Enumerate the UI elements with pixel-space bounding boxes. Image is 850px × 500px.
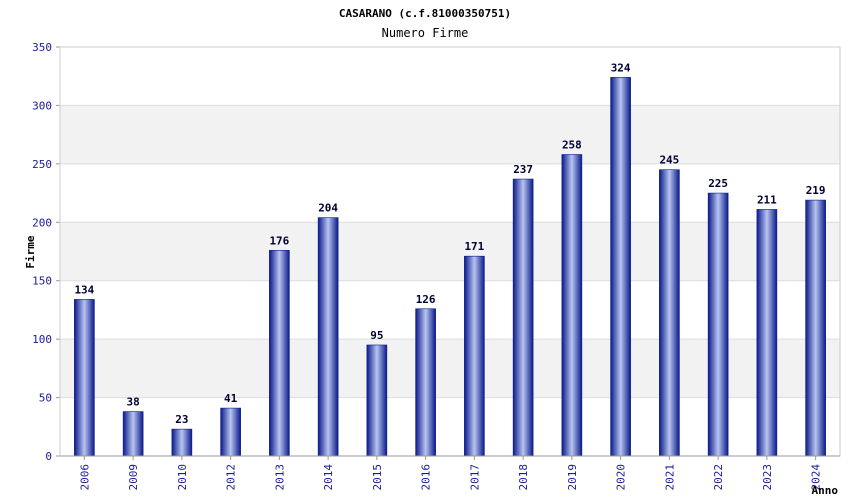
y-tick-label: 300 — [32, 99, 52, 112]
bar-2021 — [659, 169, 680, 457]
bars — [74, 77, 826, 457]
x-tick-label-2018: 2018 — [517, 464, 530, 491]
value-labels: 134 38 23 41 176 204 95 126 171 237 258 324 245 225 21… — [74, 61, 825, 426]
value-label-2023: 211 — [757, 193, 777, 206]
bar-2018 — [512, 178, 534, 457]
bar-2016 — [415, 308, 436, 457]
y-tick-label: 250 — [32, 158, 52, 171]
value-label-2015: 95 — [370, 329, 383, 342]
chart-title: CASARANO (c.f.81000350751) — [339, 7, 511, 20]
y-tick-label: 150 — [32, 275, 52, 288]
bar-2024 — [805, 199, 826, 457]
y-axis-ticks: 0 50 100 150 200 250 300 350 — [32, 41, 52, 463]
x-tick-label-2013: 2013 — [273, 464, 286, 491]
x-tick-label-2021: 2021 — [663, 464, 676, 491]
bar-2017 — [464, 255, 485, 457]
x-axis-ticks: 2006 2009 2010 2012 2013 2014 2015 2016 2017 2018… — [78, 456, 823, 491]
y-axis-label: Firme — [24, 235, 37, 268]
y-tick-label: 50 — [39, 392, 52, 405]
x-tick-label-2009: 2009 — [127, 464, 140, 491]
bar-2010 — [171, 428, 193, 457]
x-tick-label-2010: 2010 — [176, 464, 189, 491]
y-tick-label: 200 — [32, 216, 52, 229]
value-label-2019: 258 — [562, 139, 582, 152]
value-label-2020: 324 — [611, 61, 631, 74]
bar-2009 — [122, 411, 144, 457]
x-tick-label-2020: 2020 — [615, 464, 628, 491]
grid-band — [60, 105, 840, 164]
y-tick-label: 350 — [32, 41, 52, 54]
value-label-2022: 225 — [708, 177, 728, 190]
bar-2012 — [220, 407, 241, 457]
bar-2023 — [756, 209, 778, 457]
x-tick-label-2023: 2023 — [761, 464, 774, 491]
bar-2015 — [366, 344, 388, 457]
x-tick-label-2017: 2017 — [468, 464, 481, 491]
value-label-2009: 38 — [127, 396, 140, 409]
bar-2019 — [561, 154, 583, 457]
x-tick-label-2019: 2019 — [566, 464, 579, 491]
bar-2022 — [707, 192, 729, 457]
value-label-2010: 23 — [175, 413, 188, 426]
x-tick-label-2014: 2014 — [322, 464, 335, 491]
value-label-2006: 134 — [74, 283, 94, 296]
x-axis-label: Anno — [812, 484, 839, 497]
value-label-2024: 219 — [806, 184, 826, 197]
bar-2013 — [269, 250, 290, 457]
x-tick-label-2012: 2012 — [225, 464, 238, 491]
y-tick-label: 0 — [45, 450, 52, 463]
y-tick-label: 100 — [32, 333, 52, 346]
x-tick-label-2015: 2015 — [371, 464, 384, 491]
chart-subtitle: Numero Firme — [382, 26, 469, 40]
bar-2014 — [317, 217, 339, 457]
x-tick-label-2016: 2016 — [420, 464, 433, 491]
value-label-2012: 41 — [224, 392, 238, 405]
value-label-2013: 176 — [269, 234, 289, 247]
value-label-2018: 237 — [513, 163, 533, 176]
x-tick-label-2022: 2022 — [712, 464, 725, 491]
x-tick-label-2006: 2006 — [78, 464, 91, 491]
value-label-2016: 126 — [416, 293, 436, 306]
value-label-2017: 171 — [464, 240, 484, 253]
bar-2006 — [74, 299, 95, 457]
value-label-2014: 204 — [318, 202, 338, 215]
value-label-2021: 245 — [659, 154, 679, 167]
bar-2020 — [610, 77, 631, 457]
x-tick-label-2024: 2024 — [810, 464, 823, 491]
